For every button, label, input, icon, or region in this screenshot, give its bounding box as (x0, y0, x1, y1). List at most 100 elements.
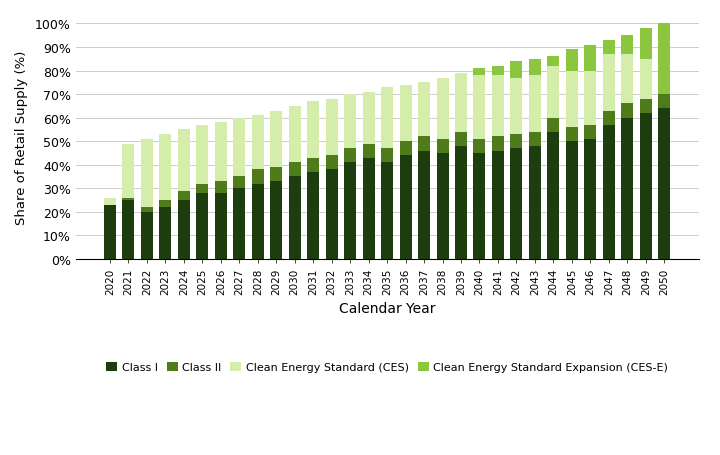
Bar (640, 114, 652, 259)
Bar (492, 76, 504, 137)
Bar (197, 126, 208, 184)
Legend: Class I, Class II, Clean Energy Standard (CES), Clean Energy Standard Expansion : Class I, Class II, Clean Energy Standard… (102, 358, 672, 377)
Bar (344, 95, 356, 149)
Bar (547, 66, 559, 118)
Bar (141, 207, 153, 212)
Bar (325, 170, 338, 259)
Bar (400, 142, 412, 156)
Bar (307, 158, 319, 172)
Bar (547, 118, 559, 132)
Bar (104, 205, 116, 259)
Bar (566, 128, 578, 142)
Bar (474, 69, 485, 76)
Bar (585, 71, 596, 126)
Bar (621, 104, 634, 118)
Bar (492, 66, 504, 76)
Bar (122, 144, 135, 198)
Bar (307, 102, 319, 158)
Bar (307, 172, 319, 259)
Bar (270, 168, 282, 182)
Bar (566, 71, 578, 128)
Bar (621, 55, 634, 104)
Bar (529, 132, 541, 147)
Bar (658, 25, 670, 95)
Bar (233, 189, 246, 259)
Bar (233, 118, 246, 177)
Bar (603, 41, 615, 55)
Bar (197, 184, 208, 193)
Bar (436, 78, 449, 140)
Bar (141, 140, 153, 207)
Bar (455, 132, 467, 147)
Bar (455, 147, 467, 259)
Bar (178, 130, 190, 191)
Bar (122, 201, 135, 259)
Bar (104, 198, 116, 205)
Bar (529, 76, 541, 132)
Bar (233, 177, 246, 189)
Bar (197, 193, 208, 259)
Bar (603, 55, 615, 111)
Bar (436, 154, 449, 259)
Bar (510, 135, 523, 149)
Bar (215, 123, 227, 182)
Bar (640, 60, 652, 100)
Bar (159, 201, 171, 207)
Bar (603, 111, 615, 126)
Bar (270, 182, 282, 259)
Bar (289, 163, 301, 177)
Bar (510, 78, 523, 135)
Bar (363, 144, 374, 158)
Y-axis label: Share of Retail Supply (%): Share of Retail Supply (%) (15, 50, 28, 224)
Bar (418, 151, 430, 259)
Bar (566, 142, 578, 259)
Bar (474, 140, 485, 154)
Bar (658, 109, 670, 259)
Bar (436, 140, 449, 154)
Bar (510, 62, 523, 78)
Bar (381, 149, 393, 163)
Bar (621, 118, 634, 259)
Bar (252, 170, 264, 184)
Bar (474, 76, 485, 140)
Bar (566, 50, 578, 71)
Bar (141, 212, 153, 259)
Bar (418, 83, 430, 137)
Bar (325, 156, 338, 170)
Bar (122, 198, 135, 201)
Bar (585, 126, 596, 140)
Bar (252, 116, 264, 170)
Bar (585, 46, 596, 71)
Bar (381, 88, 393, 149)
Bar (270, 111, 282, 168)
Bar (178, 201, 190, 259)
Bar (529, 147, 541, 259)
Bar (252, 184, 264, 259)
Bar (159, 135, 171, 201)
Bar (363, 158, 374, 259)
Bar (400, 156, 412, 259)
Bar (289, 177, 301, 259)
Bar (289, 106, 301, 163)
Bar (215, 193, 227, 259)
Bar (178, 191, 190, 201)
Bar (492, 151, 504, 259)
Bar (585, 140, 596, 259)
Bar (344, 163, 356, 259)
Bar (381, 163, 393, 259)
Bar (344, 149, 356, 163)
Bar (400, 86, 412, 142)
Bar (621, 36, 634, 55)
Bar (510, 149, 523, 259)
Bar (603, 126, 615, 259)
Bar (325, 100, 338, 156)
Bar (640, 29, 652, 60)
Bar (640, 100, 652, 114)
Bar (215, 182, 227, 193)
Bar (492, 137, 504, 151)
Bar (363, 92, 374, 144)
Bar (418, 137, 430, 151)
X-axis label: Calendar Year: Calendar Year (339, 302, 436, 315)
Bar (547, 57, 559, 66)
Bar (658, 95, 670, 109)
